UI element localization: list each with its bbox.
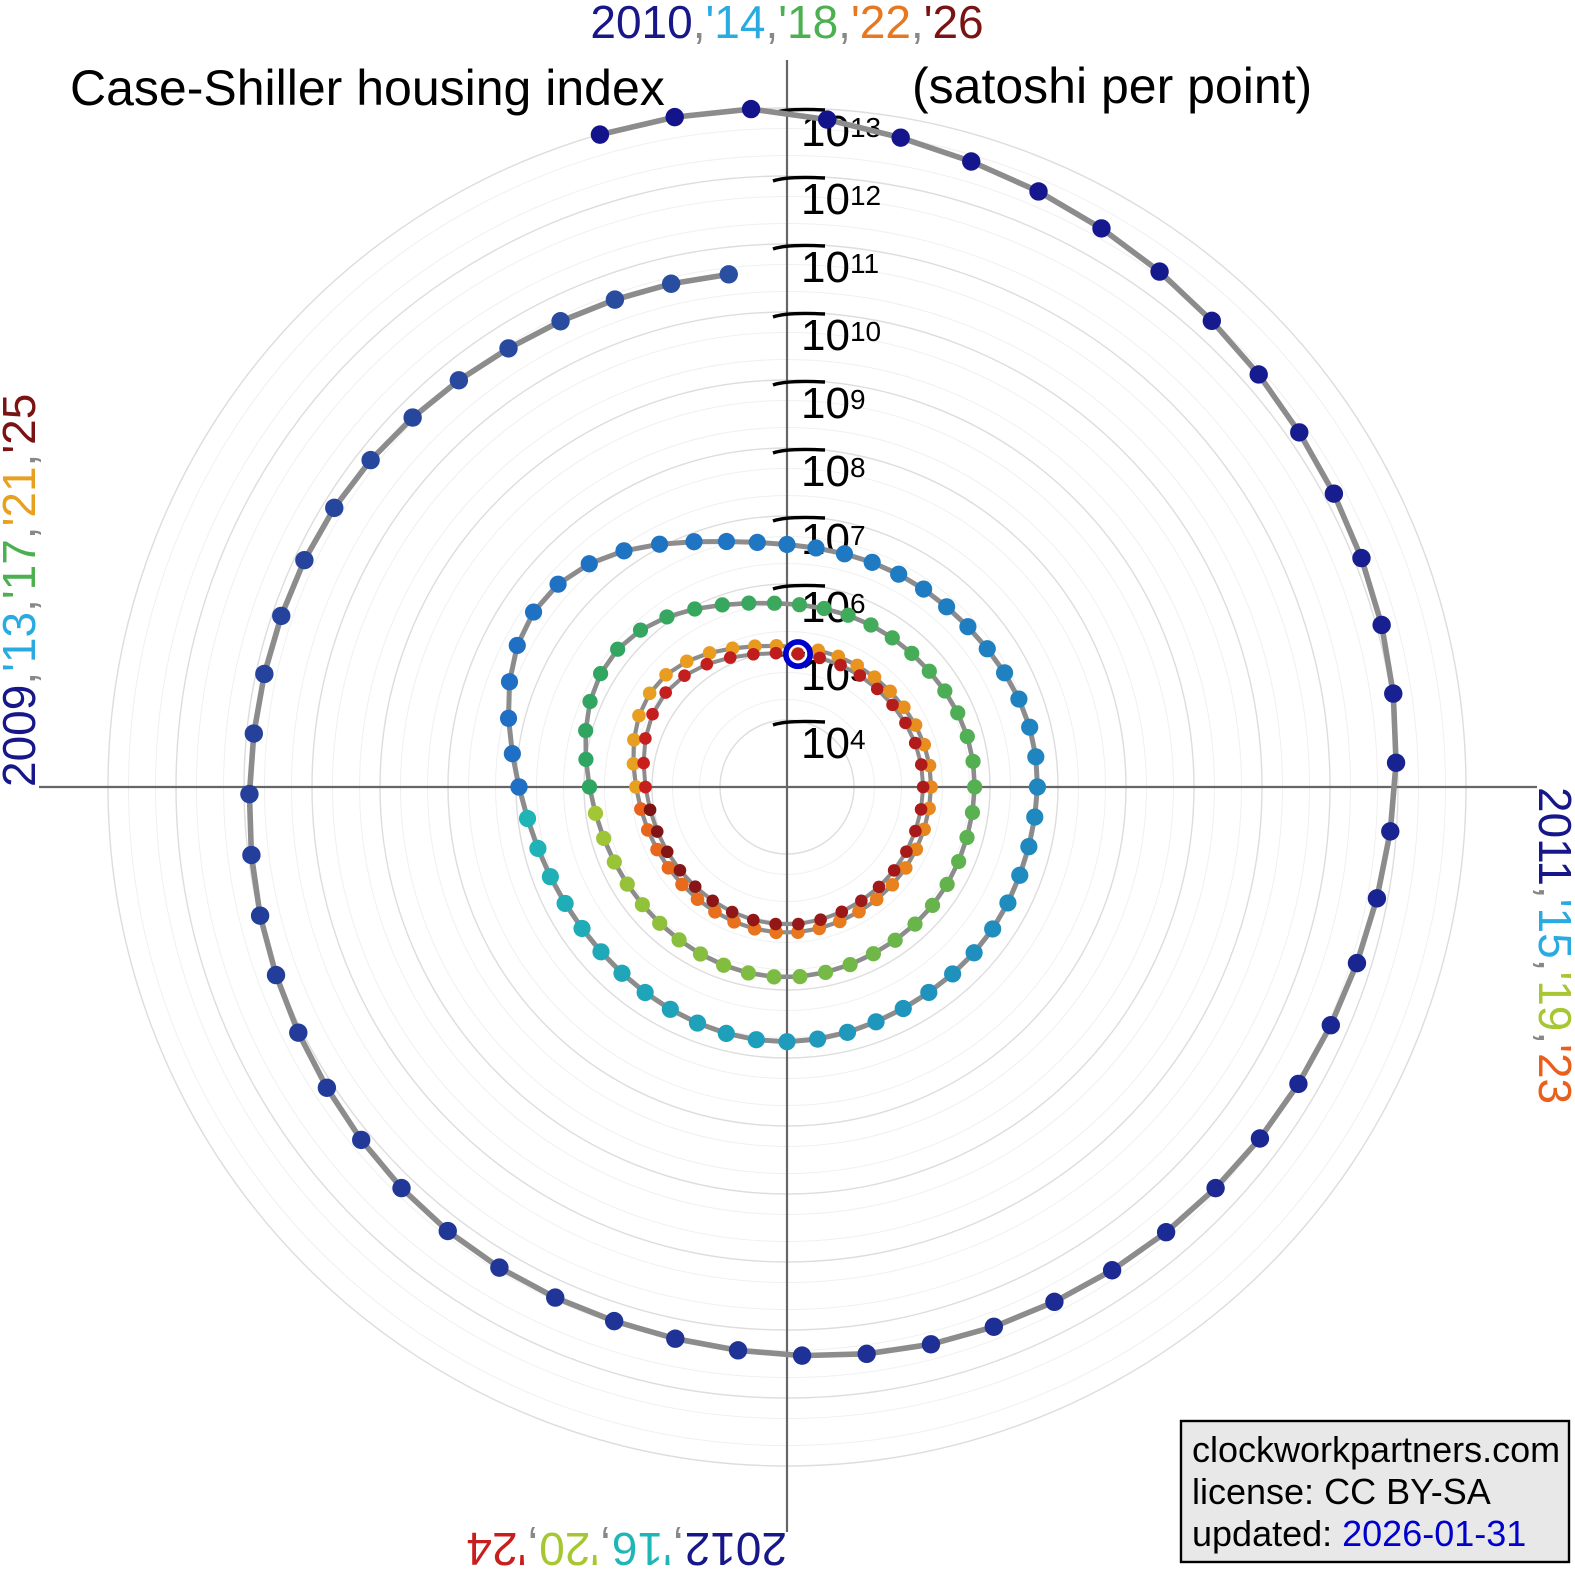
svg-text:(satoshi per point): (satoshi per point) (912, 58, 1312, 114)
svg-text:license: CC BY-SA: license: CC BY-SA (1192, 1471, 1491, 1512)
svg-text:2011,'15,'19,'23: 2011,'15,'19,'23 (1529, 787, 1575, 1104)
svg-text:1011: 1011 (801, 243, 879, 292)
svg-text:2012,'16,'20,'24: 2012,'16,'20,'24 (466, 1523, 787, 1575)
svg-text:2010,'14,'18,'22,'26: 2010,'14,'18,'22,'26 (590, 0, 983, 48)
svg-text:108: 108 (801, 447, 866, 496)
svg-text:1012: 1012 (801, 175, 881, 224)
svg-text:109: 109 (801, 379, 866, 428)
svg-text:clockworkpartners.com: clockworkpartners.com (1192, 1429, 1560, 1470)
svg-text:2009,'13,'17,'21,'25: 2009,'13,'17,'21,'25 (0, 394, 45, 787)
svg-text:1010: 1010 (801, 311, 881, 360)
svg-text:104: 104 (801, 719, 866, 768)
svg-text:updated: 2026-01-31: updated: 2026-01-31 (1192, 1513, 1526, 1554)
svg-text:Case-Shiller housing index: Case-Shiller housing index (70, 60, 665, 116)
